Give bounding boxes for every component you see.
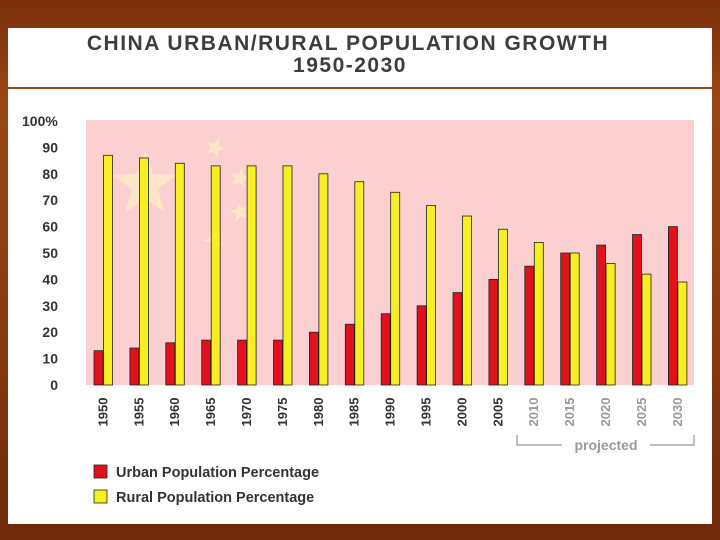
x-tick-label: 1975 <box>275 398 290 427</box>
urban-bar <box>596 244 606 386</box>
rural-bar <box>426 205 437 386</box>
y-tick-label: 70 <box>42 192 58 208</box>
projected-label: projected <box>574 437 637 453</box>
rural-bar <box>174 162 185 386</box>
urban-bar <box>452 292 463 386</box>
x-tick-label: 1985 <box>347 398 362 427</box>
projected-bracket-right <box>650 435 695 446</box>
projected-bracket-left <box>516 435 562 446</box>
x-tick-label: 2025 <box>634 398 649 427</box>
rural-bar <box>641 273 652 386</box>
urban-bar <box>488 278 499 386</box>
rural-bar <box>138 157 149 386</box>
projected-bracket: projected <box>516 435 695 453</box>
x-tick-label: 1960 <box>167 398 182 427</box>
urban-bar <box>632 234 642 386</box>
x-tick-label: 1955 <box>131 398 146 427</box>
x-axis-ticks: 1950 1955 1960 1965 1970 1975 1980 1985 1990 1995… <box>95 398 684 427</box>
legend-label: Urban Population Percentage <box>116 465 319 481</box>
urban-bar <box>416 305 427 386</box>
rural-bar <box>677 281 688 386</box>
y-tick-label: 30 <box>42 298 58 314</box>
rural-bar <box>390 191 401 386</box>
star-shape <box>230 167 251 188</box>
urban-bar <box>344 323 355 386</box>
title-divider <box>8 87 712 89</box>
x-tick-label: 1990 <box>383 398 398 427</box>
chart-title-line1: CHINA URBAN/RURAL POPULATION GROWTH <box>86 32 610 55</box>
y-tick-label: 50 <box>42 245 58 261</box>
x-tick-label: 2020 <box>598 398 613 427</box>
rural-bar <box>605 263 616 386</box>
y-axis-ticks: 100% 90 80 70 60 50 40 30 20 10 0 <box>22 113 58 393</box>
bars <box>93 154 688 386</box>
x-tick-label: 2010 <box>526 398 541 427</box>
legend-swatch <box>93 464 108 479</box>
rural-bar <box>462 215 472 386</box>
y-tick-label: 100% <box>22 113 58 129</box>
legend-swatch <box>93 489 108 504</box>
x-tick-label: 1995 <box>419 398 434 427</box>
y-tick-label: 20 <box>42 324 58 340</box>
rural-bar <box>354 181 365 386</box>
urban-bar <box>237 339 248 386</box>
urban-bar <box>93 350 104 386</box>
x-tick-label: 1970 <box>239 398 254 427</box>
rural-bar <box>282 165 293 386</box>
urban-bar <box>668 226 678 386</box>
y-tick-label: 60 <box>42 219 58 235</box>
legend: Urban Population Percentage Rural Populat… <box>93 464 319 506</box>
chart-title-line2: 1950-2030 <box>293 54 407 77</box>
urban-bar <box>201 339 212 386</box>
rural-bar <box>103 154 113 386</box>
urban-bar <box>165 342 176 386</box>
x-tick-label: 2015 <box>562 398 577 427</box>
y-tick-label: 0 <box>50 377 58 393</box>
x-tick-label: 1965 <box>203 398 218 427</box>
urban-bar <box>273 339 283 386</box>
star-shape <box>205 137 226 159</box>
urban-bar <box>524 265 535 386</box>
chart-title: CHINA URBAN/RURAL POPULATION GROWTH 1950… <box>8 30 712 84</box>
x-tick-label: 2005 <box>490 398 505 427</box>
legend-label: Rural Population Percentage <box>116 490 314 506</box>
rural-bar <box>210 165 221 386</box>
y-tick-label: 10 <box>42 351 58 367</box>
urban-bar <box>560 252 571 386</box>
rural-bar <box>318 173 329 386</box>
rural-bar <box>533 242 544 386</box>
rural-bar <box>246 165 257 386</box>
y-tick-label: 80 <box>42 166 58 182</box>
urban-bar <box>308 331 319 386</box>
x-tick-label: 2000 <box>454 398 469 427</box>
y-tick-label: 40 <box>42 271 58 287</box>
urban-bar <box>129 347 140 386</box>
y-tick-label: 90 <box>42 139 58 155</box>
x-tick-label: 1950 <box>95 398 110 427</box>
rural-bar <box>497 228 508 386</box>
rural-bar <box>569 252 580 386</box>
x-tick-label: 1980 <box>311 398 326 427</box>
urban-bar <box>380 313 391 386</box>
x-tick-label: 2030 <box>670 398 685 427</box>
star-shape <box>229 201 250 222</box>
